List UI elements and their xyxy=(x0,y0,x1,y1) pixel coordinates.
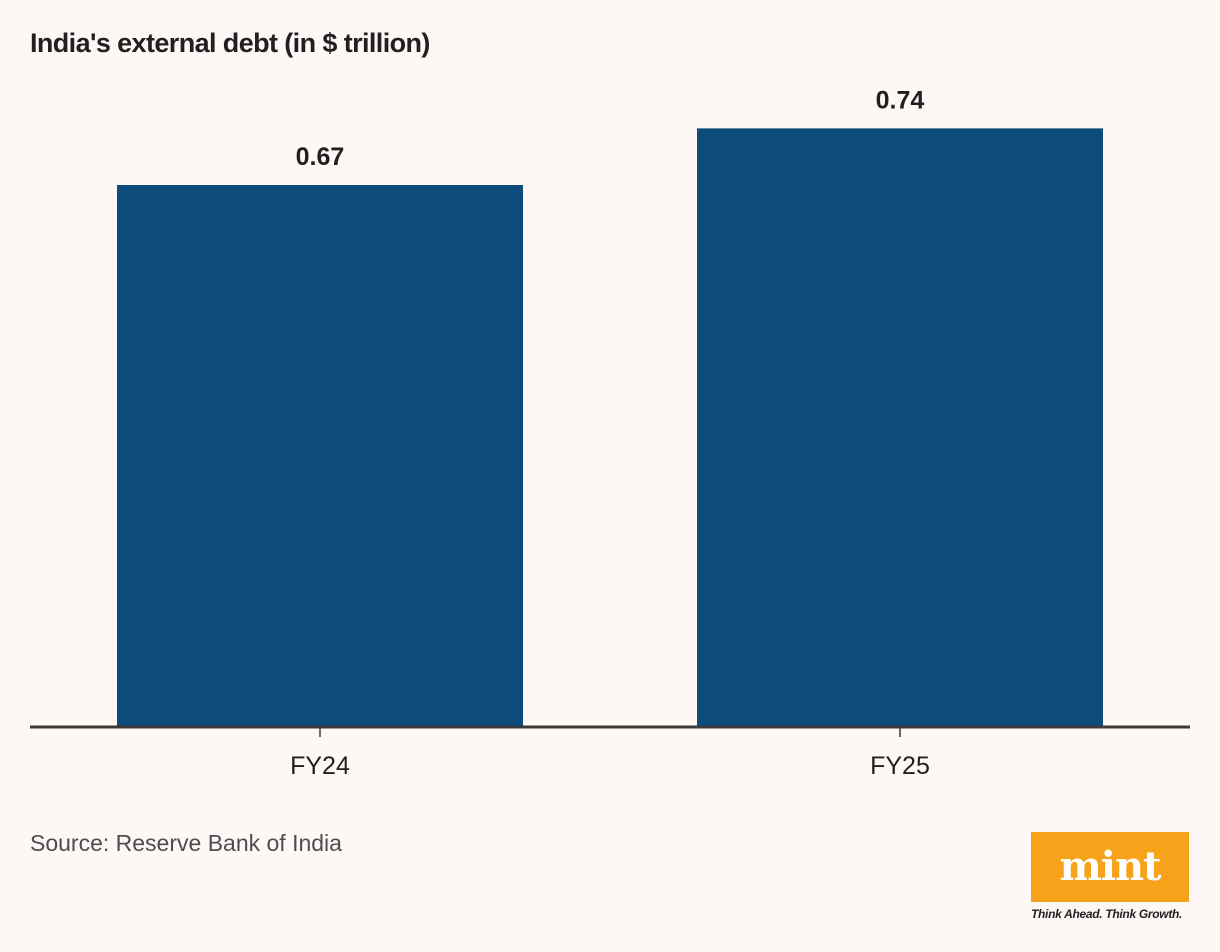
mint-logo-tagline: Think Ahead. Think Growth. xyxy=(1031,907,1183,921)
x-tick-label-fy25: FY25 xyxy=(870,752,930,780)
source-note: Source: Reserve Bank of India xyxy=(30,830,342,856)
bar-fy24 xyxy=(117,185,523,727)
bar-value-label-fy24: 0.67 xyxy=(296,143,345,171)
bar-fy25 xyxy=(697,128,1103,727)
chart-title: India's external debt (in $ trillion) xyxy=(30,28,430,58)
mint-logo: mint Think Ahead. Think Growth. xyxy=(1031,832,1189,922)
mint-logo-box: mint xyxy=(1031,832,1189,902)
ticks-layer: FY24 FY25 xyxy=(290,727,930,780)
bars-layer: 0.67 0.74 xyxy=(117,86,1103,727)
x-tick-label-fy24: FY24 xyxy=(290,752,350,780)
bar-value-label-fy25: 0.74 xyxy=(876,86,925,114)
mint-logo-text: mint xyxy=(1059,843,1161,890)
